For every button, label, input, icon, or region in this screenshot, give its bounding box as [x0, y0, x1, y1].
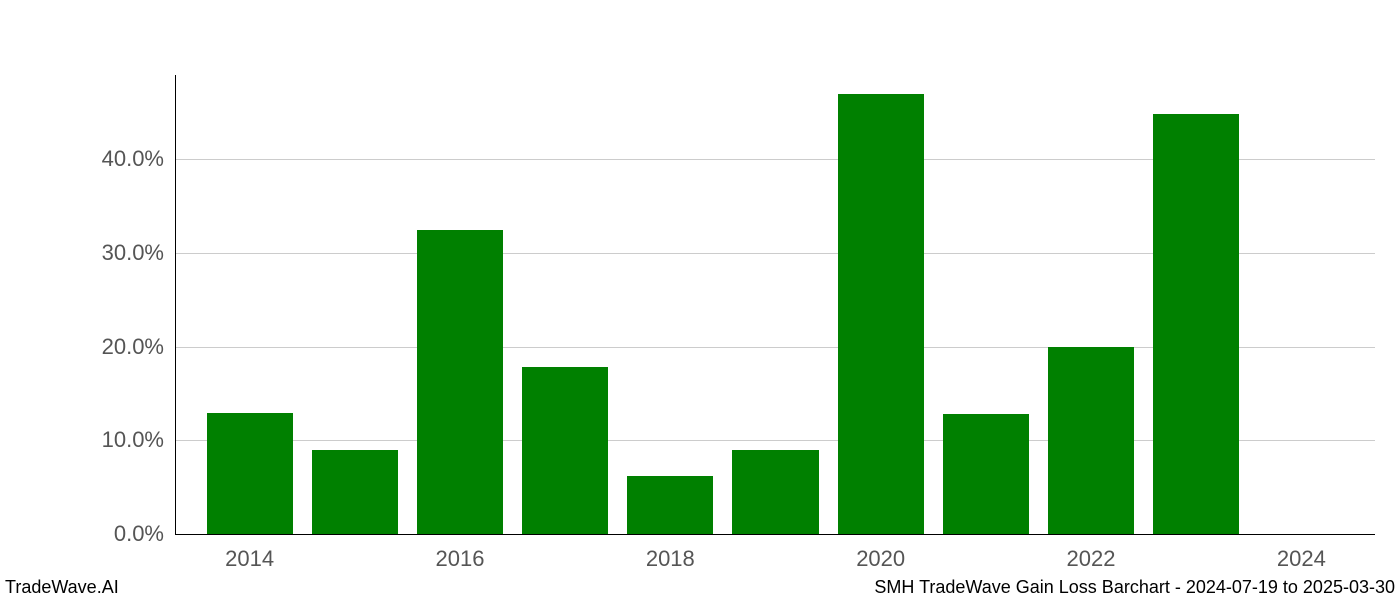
bar-2016: [417, 230, 503, 534]
bar-2023: [1153, 114, 1239, 534]
bar-2015: [312, 450, 398, 534]
x-tick-label: 2020: [856, 534, 905, 572]
bar-2019: [732, 450, 818, 534]
bar-2022: [1048, 347, 1134, 534]
bar-2017: [522, 367, 608, 534]
plot-area: 0.0%10.0%20.0%30.0%40.0%2014201620182020…: [175, 75, 1375, 535]
footer-right: SMH TradeWave Gain Loss Barchart - 2024-…: [874, 577, 1395, 598]
x-tick-label: 2018: [646, 534, 695, 572]
x-tick-label: 2014: [225, 534, 274, 572]
footer-left: TradeWave.AI: [5, 577, 119, 598]
bar-2021: [943, 414, 1029, 534]
bar-2018: [627, 476, 713, 534]
bar-2014: [207, 413, 293, 534]
y-tick-label: 20.0%: [102, 334, 176, 360]
x-tick-label: 2016: [435, 534, 484, 572]
y-tick-label: 30.0%: [102, 240, 176, 266]
y-tick-label: 10.0%: [102, 427, 176, 453]
y-tick-label: 0.0%: [114, 521, 176, 547]
chart: 0.0%10.0%20.0%30.0%40.0%2014201620182020…: [175, 75, 1375, 535]
x-tick-label: 2024: [1277, 534, 1326, 572]
x-tick-label: 2022: [1067, 534, 1116, 572]
y-tick-label: 40.0%: [102, 146, 176, 172]
bar-2020: [838, 94, 924, 534]
